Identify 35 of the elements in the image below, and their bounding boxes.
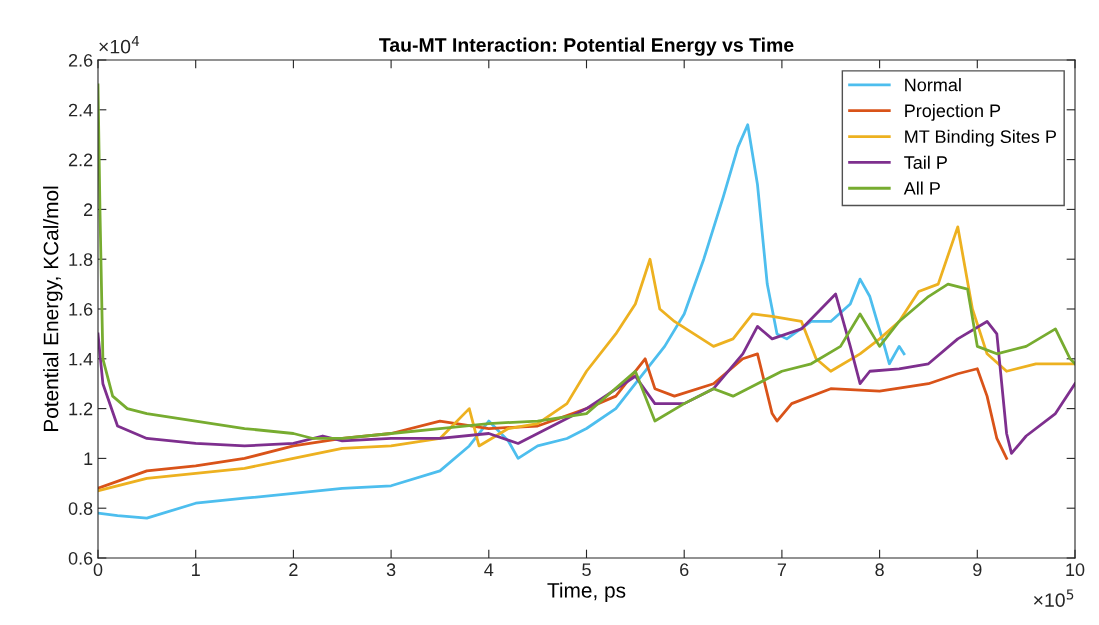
line-series bbox=[98, 292, 1075, 455]
x-tick-label: 6 bbox=[680, 563, 689, 577]
legend-label: All P bbox=[903, 181, 940, 195]
x-tick-label: 1 bbox=[192, 563, 200, 576]
legend-label: Projection P bbox=[905, 103, 1001, 121]
x-tick-label: 5 bbox=[582, 563, 591, 577]
text: ×10$^{5}$ bbox=[1033, 589, 1074, 608]
legend-label: Normal bbox=[905, 78, 961, 92]
x-tick-label: 4 bbox=[484, 563, 494, 576]
y-tick-label: 1 bbox=[84, 452, 93, 465]
chart-title: Tau-MT Interaction: Potential Energy vs Time bbox=[379, 37, 794, 56]
x-tick-label: 10 bbox=[1066, 563, 1085, 577]
x-tick-label: 2 bbox=[289, 563, 298, 576]
x-axis-title: Time, ps bbox=[547, 582, 626, 602]
y-tick-label: 2.6 bbox=[68, 53, 93, 67]
y-tick-label: 1.4 bbox=[69, 352, 93, 366]
y-tick-label: 1.8 bbox=[69, 253, 93, 266]
y-tick-label: 2 bbox=[84, 203, 93, 216]
line-series bbox=[98, 225, 1075, 493]
y-tick-label: 0.8 bbox=[68, 502, 93, 515]
legend-label: MT Binding Sites P bbox=[905, 129, 1056, 147]
x-tick-label: 0 bbox=[93, 563, 103, 577]
x-tick-label: 8 bbox=[875, 563, 884, 577]
text: ×10$^{4}$ bbox=[99, 35, 140, 54]
x-tick-label: 9 bbox=[973, 563, 982, 577]
y-tick-label: 1.6 bbox=[69, 302, 93, 316]
y-tick-label: 1.2 bbox=[69, 402, 93, 416]
y-tick-label: 2.2 bbox=[68, 153, 93, 167]
y-tick-label: 0.6 bbox=[68, 551, 93, 565]
line-series bbox=[98, 123, 906, 520]
y-axis-title: Potential Energy, KCal/mol bbox=[43, 186, 63, 431]
x-tick-label: 3 bbox=[386, 563, 396, 577]
y-tick-label: 2.4 bbox=[68, 103, 93, 117]
legend-label: Tail P bbox=[904, 155, 947, 169]
x-tick-label: 7 bbox=[777, 563, 787, 576]
